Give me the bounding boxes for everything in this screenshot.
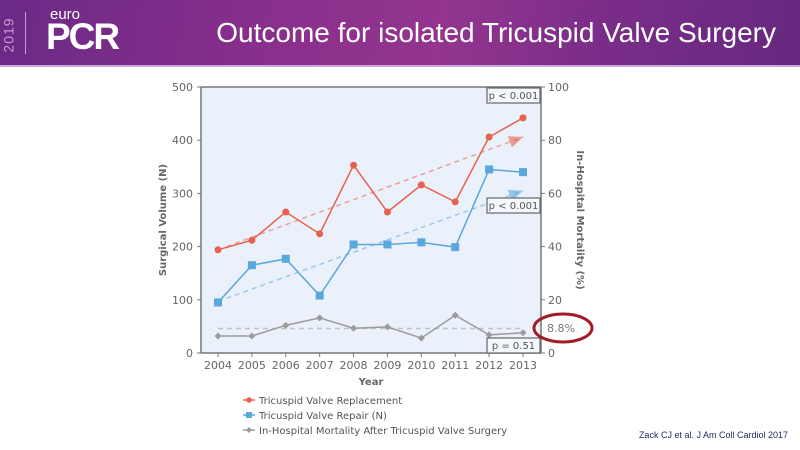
x-tick-label: 2008 (340, 359, 368, 372)
mortality-point (214, 332, 222, 340)
mortality-annotation: 8.8% (547, 322, 575, 335)
replacement-point (383, 208, 391, 216)
y-tick-label-left: 500 (172, 81, 193, 94)
repair-point (485, 165, 494, 174)
y-axis-right-label: In-Hospital Mortality (%) (574, 150, 585, 289)
y-tick-label-right: 40 (548, 241, 562, 254)
y-tick-label-right: 20 (548, 294, 562, 307)
y-tick-label-right: 0 (548, 347, 555, 360)
y-tick-label-left: 0 (186, 347, 193, 360)
mortality-point (485, 331, 493, 339)
replacement-point (417, 181, 425, 189)
y-tick-label-right: 100 (548, 81, 569, 94)
y-tick-label-right: 60 (548, 187, 562, 200)
x-axis-label: Year (358, 377, 384, 388)
legend-label: Tricuspid Valve Repair (N) (258, 411, 387, 422)
repair-point (417, 238, 426, 247)
replacement-point (282, 208, 290, 216)
logo-euro: euro (50, 6, 81, 23)
repair-point (247, 261, 256, 270)
replacement-point (451, 198, 459, 206)
x-tick-label: 2006 (272, 359, 300, 372)
repair-point (519, 168, 527, 177)
highlight-circle (532, 312, 594, 344)
replacement-legend-marker (246, 397, 252, 403)
mortality-point (417, 334, 425, 342)
mortality-point (383, 323, 391, 331)
x-tick-label: 2007 (306, 359, 334, 372)
replacement-point (214, 246, 222, 254)
mortality-point (248, 332, 256, 340)
header-divider (0, 65, 800, 67)
citation: Zack CJ et al. J Am Coll Cardiol 2017 (638, 430, 788, 440)
x-tick-label: 2004 (204, 359, 232, 372)
legend-label: Tricuspid Valve Replacement (258, 396, 402, 407)
repair-legend-marker (246, 412, 252, 418)
replacement-point (485, 133, 493, 141)
p-value-box (486, 197, 541, 214)
repair-point (281, 254, 290, 263)
slide-title: Outcome for isolated Tricuspid Valve Sur… (216, 17, 776, 48)
p-value-box (486, 87, 541, 104)
mortality-point (451, 311, 459, 319)
x-tick-label: 2011 (441, 359, 469, 372)
p-value-box (486, 337, 541, 354)
y-tick-label-left: 300 (172, 187, 193, 200)
x-tick-label: 2013 (509, 359, 537, 372)
y-tick-label-right: 80 (548, 134, 562, 147)
repair-point (383, 240, 392, 249)
repair-point (315, 291, 324, 300)
x-tick-label: 2005 (238, 359, 266, 372)
replacement-point (350, 161, 358, 169)
x-tick-label: 2012 (475, 359, 503, 372)
mortality-series-line (218, 314, 524, 339)
p-value-label: p < 0.001 (489, 201, 539, 212)
mortality-point (350, 324, 358, 332)
mortality-legend-marker (246, 427, 252, 433)
y-axis-label: Surgical Volume (N) (158, 164, 169, 276)
replacement-trend-line (217, 136, 524, 251)
plot-area (201, 87, 541, 353)
repair-point (214, 298, 222, 307)
y-tick-label-left: 100 (172, 294, 193, 307)
replacement-series-line (217, 117, 524, 251)
y-tick-label-left: 200 (172, 241, 193, 254)
x-tick-label: 2010 (407, 359, 435, 372)
replacement-point (519, 114, 527, 122)
mortality-point (519, 329, 527, 337)
y-tick-label-left: 400 (172, 134, 193, 147)
replacement-point (316, 230, 324, 238)
replacement-trend-arrow (507, 136, 523, 148)
header-banner: 2019 euro PCR Outcome for isolated Tricu… (0, 0, 800, 65)
p-value-label: p < 0.001 (489, 91, 539, 102)
x-tick-label: 2009 (373, 359, 401, 372)
p-value-label: p = 0.51 (492, 341, 535, 352)
replacement-point (248, 236, 256, 244)
logo-separator (25, 12, 26, 54)
repair-point (349, 240, 358, 249)
mortality-point (316, 314, 324, 322)
repair-point (451, 243, 460, 252)
logo-pcr: PCR (46, 16, 120, 57)
repair-series-line (217, 168, 524, 303)
legend-label: In-Hospital Mortality After Tricuspid Va… (259, 426, 507, 437)
mortality-point (282, 321, 290, 329)
